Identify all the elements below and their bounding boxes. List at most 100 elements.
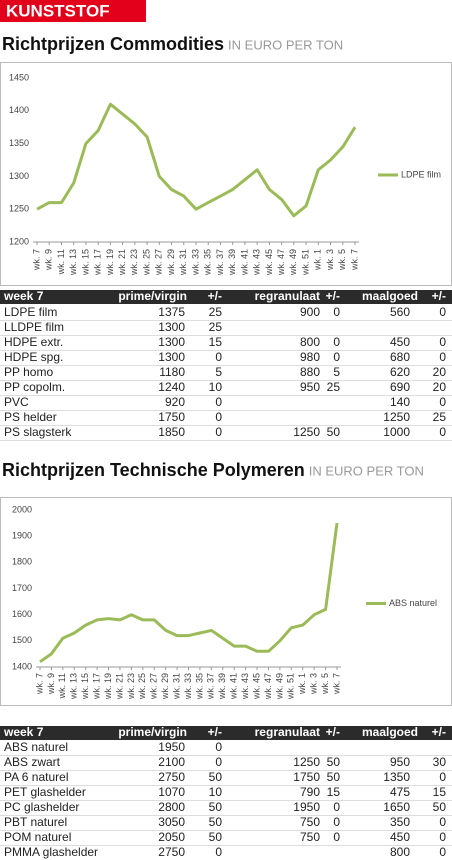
table-cell: 5 [333, 365, 340, 379]
x-tick-label: wk. 47 [263, 673, 273, 700]
table-cell: 0 [439, 845, 446, 859]
table-cell: 680 [390, 350, 410, 364]
x-tick-label: wk. 39 [227, 249, 237, 276]
table-cell: HDPE extr. [4, 335, 63, 349]
data-line [36, 102, 357, 218]
column-header: maalgoed [362, 289, 418, 303]
table-cell: 1300 [158, 320, 185, 334]
table-cell: PC glashelder [4, 800, 79, 814]
table-cell: PA 6 naturel [4, 770, 69, 784]
x-tick-label: wk. 41 [229, 673, 239, 700]
table-cell: 0 [439, 770, 446, 784]
table-cell: 0 [333, 815, 340, 829]
table-cell: PP homo [4, 365, 53, 379]
y-tick-label: 1450 [9, 72, 29, 82]
table-cell: PS slagsterk [4, 425, 72, 439]
x-tick-label: wk. 43 [240, 673, 250, 700]
table-cell: 0 [215, 755, 222, 769]
table-cell: 0 [333, 305, 340, 319]
legend-label: ABS naturel [389, 598, 437, 608]
table-cell: 900 [300, 305, 320, 319]
section-label: KUNSTSTOF [6, 1, 110, 20]
x-tick-label: wk. 51 [286, 673, 296, 700]
table-cell: 450 [390, 335, 410, 349]
section-subtitle: IN EURO PER TON [309, 463, 424, 478]
table-cell: 25 [433, 410, 447, 424]
x-tick-label: wk. 13 [69, 673, 79, 700]
table-cell: 0 [439, 350, 446, 364]
x-tick-label: wk. 47 [276, 249, 286, 276]
table-cell: 1000 [383, 425, 410, 439]
x-tick-label: wk. 51 [300, 249, 310, 276]
table-cell: 50 [327, 770, 341, 784]
x-tick-label: wk. 15 [80, 673, 90, 700]
x-tick-label: wk. 45 [251, 673, 261, 700]
x-tick-label: wk. 13 [68, 249, 78, 276]
x-tick-label: wk. 9 [44, 249, 54, 271]
x-tick-label: wk. 33 [183, 673, 193, 700]
table-cell: 20 [433, 365, 447, 379]
table-cell: 1300 [158, 350, 185, 364]
table-cell: 0 [333, 830, 340, 844]
y-tick-label: 1400 [9, 105, 29, 115]
table-cell: 800 [390, 845, 410, 859]
x-tick-label: wk. 1 [297, 673, 307, 695]
x-tick-label: wk. 21 [117, 249, 127, 276]
legend-label: LDPE film [401, 169, 441, 179]
x-tick-label: wk. 3 [325, 249, 335, 271]
x-tick-label: wk. 31 [171, 673, 181, 700]
table-cell: 25 [209, 305, 223, 319]
table-cell: 1850 [158, 425, 185, 439]
table-cell: 475 [390, 785, 410, 799]
table-cell: 0 [439, 335, 446, 349]
x-tick-label: wk. 35 [203, 249, 213, 276]
y-tick-label: 1250 [9, 204, 29, 214]
chart-frame [0, 497, 452, 706]
table-cell: PP copolm. [4, 380, 65, 394]
column-header: week 7 [3, 725, 44, 739]
table-cell: 0 [215, 845, 222, 859]
table-cell: 0 [215, 395, 222, 409]
table-cell: PMMA glashelder [4, 845, 98, 859]
x-tick-label: wk. 11 [56, 249, 66, 275]
x-tick-label: wk. 11 [57, 673, 67, 699]
table-cell: 2100 [158, 755, 185, 769]
table-cell: 1950 [158, 740, 185, 754]
x-tick-label: wk. 17 [93, 249, 103, 276]
table-cell: 1250 [383, 410, 410, 424]
table-cell: 790 [300, 785, 320, 799]
table-cell: 0 [215, 410, 222, 424]
table-header-bg [0, 290, 452, 304]
y-tick-label: 1400 [12, 661, 32, 671]
table-cell: 1250 [293, 755, 320, 769]
table-cell: 350 [390, 815, 410, 829]
table-cell: 1250 [293, 425, 320, 439]
x-tick-label: wk. 39 [217, 673, 227, 700]
x-tick-label: wk. 43 [252, 249, 262, 276]
table-cell: 2050 [158, 830, 185, 844]
table-cell: PVC [4, 395, 29, 409]
section-subtitle: IN EURO PER TON [228, 37, 343, 52]
table-cell: 880 [300, 365, 320, 379]
x-tick-label: wk. 3 [309, 673, 319, 695]
table-cell: PET glashelder [4, 785, 86, 799]
table-cell: 2800 [158, 800, 185, 814]
x-tick-label: wk. 5 [320, 673, 330, 695]
table-cell: 0 [439, 830, 446, 844]
table-cell: LDPE film [4, 305, 57, 319]
table-cell: PBT naturel [4, 815, 67, 829]
table-cell: 50 [209, 815, 223, 829]
table-cell: 0 [333, 800, 340, 814]
column-header: +/- [326, 725, 340, 739]
table-cell: 1350 [383, 770, 410, 784]
table-cell: 560 [390, 305, 410, 319]
table-cell: 20 [433, 380, 447, 394]
table-cell: 690 [390, 380, 410, 394]
x-tick-label: wk. 37 [206, 673, 216, 700]
table-cell: 50 [433, 800, 447, 814]
x-tick-label: wk. 29 [160, 673, 170, 700]
table-cell: 950 [300, 380, 320, 394]
table-cell: 0 [215, 350, 222, 364]
x-tick-label: wk. 27 [149, 673, 159, 700]
table-cell: 10 [209, 380, 223, 394]
